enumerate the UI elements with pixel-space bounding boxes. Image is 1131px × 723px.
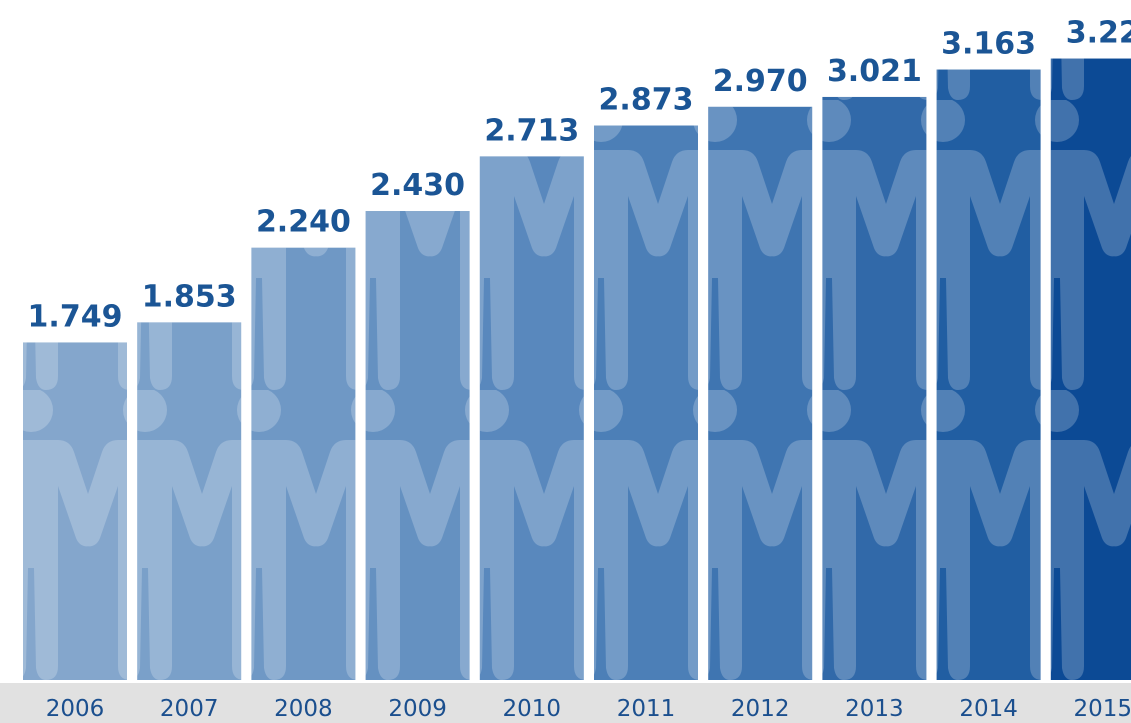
- x-axis-band: [0, 683, 1131, 723]
- bar-figures: [365, 211, 470, 680]
- bar-figures: [23, 342, 127, 680]
- x-tick-label: 2006: [46, 696, 105, 722]
- value-label: 1.853: [142, 279, 237, 314]
- bar-figures: [822, 96, 927, 680]
- value-label: 3.22: [1066, 16, 1131, 51]
- bar-figures: [936, 69, 1041, 680]
- bar-figures: [1050, 58, 1131, 681]
- value-label: 3.021: [827, 54, 922, 89]
- x-tick-label: 2015: [1074, 696, 1131, 722]
- bar-figures: [479, 156, 584, 681]
- value-label: 3.163: [941, 27, 1036, 62]
- value-label: 2.970: [713, 64, 808, 99]
- bar-figures: [594, 125, 698, 681]
- x-tick-label: 2009: [388, 696, 447, 722]
- x-tick-label: 2007: [160, 696, 219, 722]
- bar-figures: [137, 322, 242, 680]
- value-label: 2.713: [484, 113, 579, 148]
- x-tick-label: 2014: [959, 696, 1018, 722]
- value-label: 2.873: [599, 83, 694, 118]
- x-tick-label: 2012: [731, 696, 790, 722]
- value-label: 1.749: [28, 299, 123, 334]
- x-tick-label: 2013: [845, 696, 904, 722]
- bar-figures: [708, 106, 813, 681]
- value-label: 2.430: [370, 168, 465, 203]
- x-tick-label: 2008: [274, 696, 333, 722]
- x-tick-label: 2011: [617, 696, 676, 722]
- x-tick-label: 2010: [503, 696, 562, 722]
- bar-figures: [251, 247, 356, 680]
- value-label: 2.240: [256, 205, 351, 240]
